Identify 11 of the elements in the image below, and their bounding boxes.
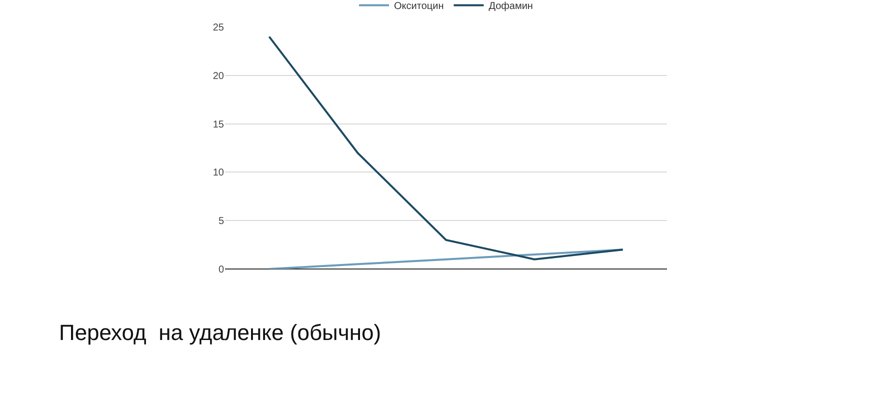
y-tick-label: 20 <box>212 70 224 82</box>
y-tick-label: 25 <box>212 22 224 34</box>
y-tick-label: 5 <box>218 216 224 228</box>
y-tick-label: 0 <box>218 264 224 276</box>
legend-label: Окситоцин <box>394 1 444 12</box>
y-tick-label: 15 <box>212 119 224 130</box>
line-series <box>268 248 624 269</box>
text: Переход на удаленке (обычно) <box>59 320 382 345</box>
legend-label: Дофамин <box>488 1 533 12</box>
line-series <box>268 36 624 260</box>
y-tick-label: 10 <box>212 168 224 179</box>
